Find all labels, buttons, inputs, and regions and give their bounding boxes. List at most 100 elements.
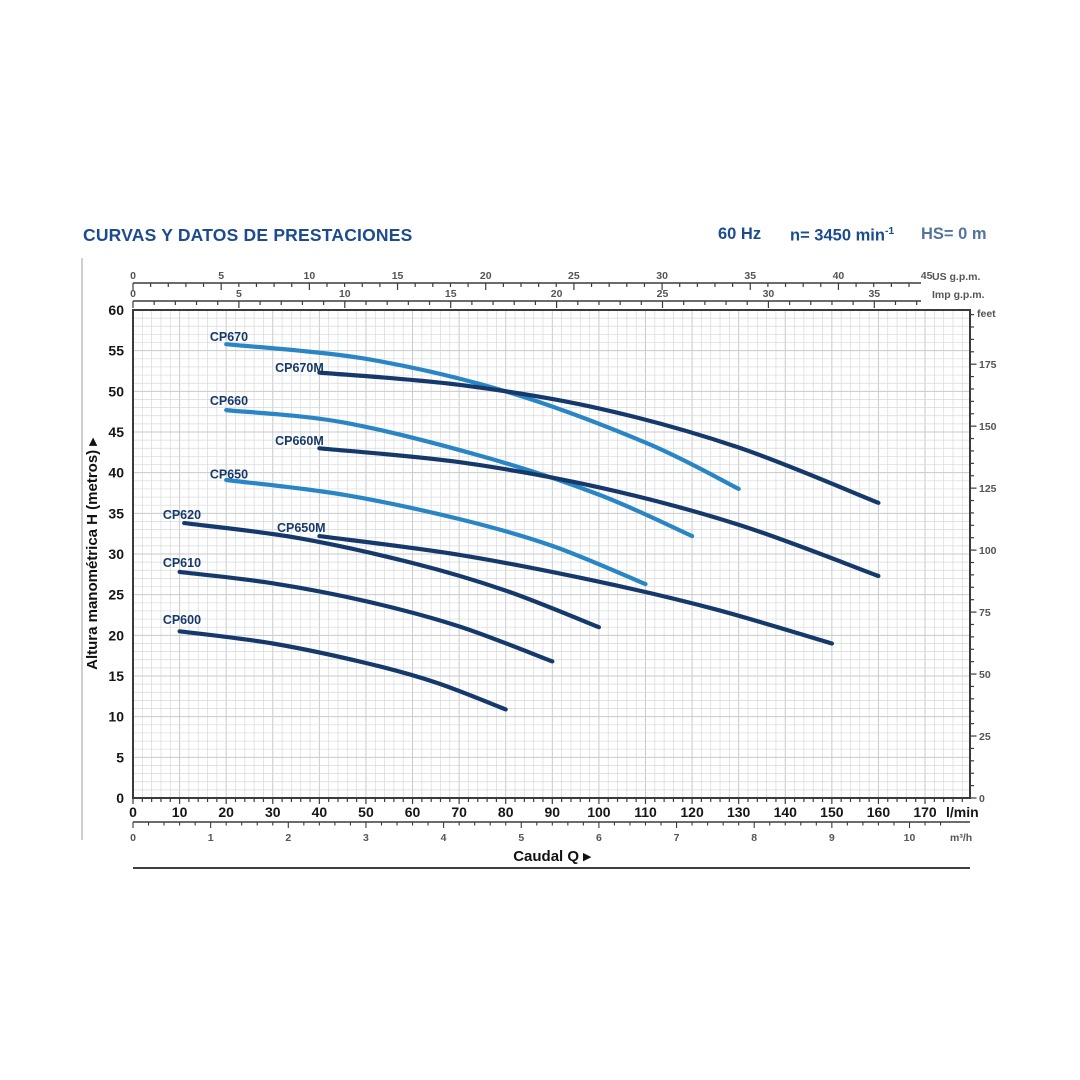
svg-text:0: 0 [979,793,985,805]
svg-text:20: 20 [108,627,124,643]
axis-left-metros: 0 5 10 15 20 25 30 35 40 45 50 55 60 [108,302,124,806]
svg-text:1: 1 [208,832,214,844]
curve-label-CP670M: CP670M [275,361,324,375]
svg-text:55: 55 [108,343,124,359]
x-axis-title: Caudal Q ▸ [513,848,592,865]
svg-text:5: 5 [518,832,524,844]
curve-CP600 [177,629,508,712]
svg-text:100: 100 [587,804,611,820]
axis-right-feet: 0 25 50 75 100 125 150 175 feet [970,308,997,805]
axis-bottom-m3h: 0 1 2 3 4 5 6 7 8 9 10 m³/h [130,821,972,844]
curve-label-CP660: CP660 [210,394,248,408]
svg-text:30: 30 [108,546,124,562]
svg-text:Imp g.p.m.: Imp g.p.m. [932,289,985,301]
svg-text:45: 45 [921,270,933,282]
svg-text:100: 100 [979,545,997,557]
svg-text:5: 5 [116,749,124,765]
svg-text:150: 150 [820,804,844,820]
svg-text:10: 10 [904,832,916,844]
svg-text:2: 2 [285,832,291,844]
svg-text:125: 125 [979,483,997,495]
svg-text:40: 40 [833,270,845,282]
curve-CP660 [224,408,695,539]
axis-top-imp-gpm: 0 5 10 15 20 25 30 35 Imp g.p.m. [130,288,985,308]
svg-text:80: 80 [498,804,514,820]
svg-text:9: 9 [829,832,835,844]
svg-text:130: 130 [727,804,751,820]
svg-text:20: 20 [480,270,492,282]
svg-text:120: 120 [680,804,704,820]
svg-text:70: 70 [451,804,467,820]
curve-label-CP620: CP620 [163,508,201,522]
svg-text:25: 25 [657,288,669,300]
svg-text:5: 5 [236,288,242,300]
rotation-speed-text: n= 3450 min [790,226,885,245]
svg-text:8: 8 [751,832,757,844]
svg-text:l/min: l/min [946,804,979,820]
rotation-speed-value: n= 3450 min-1 [790,225,894,246]
svg-text:35: 35 [744,270,756,282]
svg-text:40: 40 [108,465,124,481]
svg-text:0: 0 [130,270,136,282]
plot-border [132,309,971,799]
curve-label-CP650M: CP650M [277,521,326,535]
svg-text:45: 45 [108,424,124,440]
svg-text:110: 110 [634,804,657,820]
svg-text:4: 4 [441,832,447,844]
svg-text:feet: feet [977,308,996,320]
svg-text:35: 35 [868,288,880,300]
svg-text:US g.p.m.: US g.p.m. [932,271,981,283]
axis-top-us-gpm: 0 5 10 15 20 25 30 35 40 45 US g.p.m. [130,270,981,290]
curve-CP620 [182,521,601,630]
svg-text:40: 40 [312,804,328,820]
svg-text:10: 10 [172,804,188,820]
svg-text:30: 30 [656,270,668,282]
svg-text:20: 20 [551,288,563,300]
svg-text:15: 15 [108,668,124,684]
curve-CP610 [177,569,555,664]
y-axis-title: Altura manométrica H (metros) ▸ [84,437,101,670]
curve-label-CP660M: CP660M [275,434,324,448]
curve-CP650 [224,477,648,587]
svg-text:6: 6 [596,832,602,844]
svg-text:30: 30 [763,288,775,300]
curve-CP660M [317,446,881,579]
figure-frame-lines [81,258,970,869]
suction-head-value: HS= 0 m [921,225,987,243]
svg-text:90: 90 [545,804,561,820]
svg-text:30: 30 [265,804,281,820]
svg-text:170: 170 [913,804,937,820]
svg-text:60: 60 [108,302,124,318]
curve-label-CP600: CP600 [163,613,201,627]
axis-titles: Caudal Q ▸ Altura manométrica H (metros) … [84,437,592,865]
svg-text:m³/h: m³/h [950,832,972,844]
svg-text:3: 3 [363,832,369,844]
svg-text:5: 5 [218,270,224,282]
frequency-value: 60 Hz [718,225,762,243]
page-title: CURVAS Y DATOS DE PRESTACIONES [83,225,413,245]
svg-text:60: 60 [405,804,421,820]
svg-text:50: 50 [979,669,991,681]
rotation-speed-exponent: -1 [884,225,895,237]
curve-label-CP670: CP670 [210,330,248,344]
svg-text:10: 10 [304,270,316,282]
svg-text:10: 10 [339,288,351,300]
svg-text:20: 20 [218,804,234,820]
svg-text:75: 75 [979,607,991,619]
curve-CP650M [317,534,834,646]
curve-labels: CP670 CP670M CP660 CP660M CP650 CP650M CP620 CP… [163,330,326,627]
svg-text:25: 25 [568,270,580,282]
svg-text:160: 160 [867,804,891,820]
curve-label-CP610: CP610 [163,556,201,570]
svg-text:175: 175 [979,359,997,371]
curve-CP670M [317,370,881,505]
svg-text:15: 15 [392,270,404,282]
svg-text:35: 35 [108,505,124,521]
svg-text:50: 50 [358,804,374,820]
svg-text:0: 0 [130,832,136,844]
svg-text:25: 25 [979,731,991,743]
grid [133,310,970,798]
svg-text:0: 0 [129,804,137,820]
svg-text:140: 140 [774,804,798,820]
